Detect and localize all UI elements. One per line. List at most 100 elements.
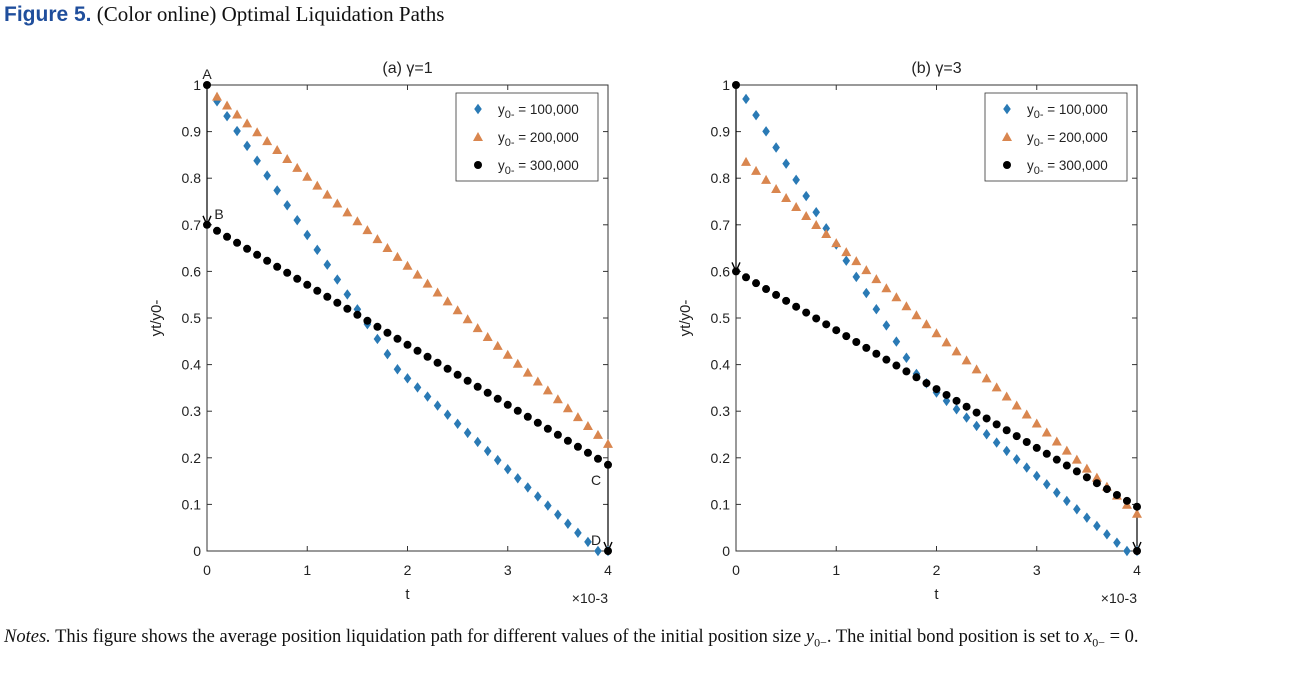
data-point [992, 420, 1001, 429]
data-point-end [1133, 547, 1141, 555]
data-point [263, 256, 272, 265]
data-point [851, 256, 862, 266]
data-point [272, 145, 283, 155]
data-point [992, 437, 1001, 448]
x-tick-label: 3 [504, 562, 512, 578]
data-point [522, 367, 533, 377]
data-point [512, 358, 523, 368]
data-point [253, 155, 261, 166]
data-point [841, 247, 852, 257]
x-tick-label: 4 [604, 562, 612, 578]
data-point [982, 429, 991, 440]
data-point [951, 346, 962, 356]
data-point [333, 298, 342, 307]
data-point [393, 364, 402, 375]
data-point [852, 337, 861, 346]
data-point [822, 320, 831, 329]
data-point [762, 285, 771, 294]
data-point [1022, 462, 1031, 473]
data-point [1091, 472, 1102, 482]
data-point [502, 349, 513, 359]
data-point [1072, 467, 1081, 476]
data-point [872, 304, 881, 315]
data-point [1062, 461, 1071, 470]
data-point [382, 242, 393, 252]
data-point [862, 343, 871, 352]
chart-panel-1: 0 1 2 3 4 0 0.1 0.2 0.3 0.4 0.5 0.6 0.7 0.8 0.9 1 (a) γ=… [148, 60, 613, 606]
data-point [564, 518, 572, 529]
y-tick-label: 0.5 [182, 310, 202, 326]
y-tick-label: 0.9 [711, 124, 731, 140]
legend-marker [1003, 103, 1011, 115]
y-tick-label: 0 [722, 543, 730, 559]
data-point [931, 328, 942, 338]
data-point [433, 358, 442, 367]
data-point [741, 156, 752, 166]
data-point [791, 201, 802, 211]
legend-label: y0- = 100,000 [498, 102, 579, 121]
data-point [761, 174, 772, 184]
series-2 [741, 156, 1142, 518]
x-exponent-label: ×10-3 [572, 590, 608, 606]
data-point [901, 301, 912, 311]
data-point [742, 273, 751, 282]
legend-label: y0- = 300,000 [498, 158, 579, 177]
data-point [1102, 485, 1111, 494]
y-tick-label: 0.8 [182, 170, 202, 186]
legend-label: y0- = 300,000 [1027, 158, 1108, 177]
data-point [782, 158, 790, 169]
data-point [892, 361, 901, 370]
data-point [781, 192, 792, 202]
chart-title: (a) γ=1 [382, 60, 432, 77]
data-point [242, 118, 253, 128]
data-point [513, 473, 522, 484]
data-point [881, 283, 892, 293]
notes-text-1: This figure shows the average position l… [55, 627, 802, 647]
data-point [1002, 445, 1011, 457]
data-point [1032, 470, 1041, 482]
data-point [1002, 426, 1011, 435]
data-point [1051, 436, 1062, 446]
data-point [373, 333, 382, 345]
x-tick-label: 3 [1033, 562, 1041, 578]
y-tick-label: 0.1 [182, 496, 202, 512]
data-point [492, 340, 503, 350]
data-point [1042, 449, 1051, 458]
data-point [462, 314, 473, 324]
data-point [453, 418, 462, 429]
data-point [1071, 454, 1082, 464]
data-point [751, 165, 762, 175]
data-point [891, 292, 902, 302]
data-point [373, 322, 382, 331]
data-point [563, 436, 572, 445]
data-point [213, 226, 222, 235]
figure-title: (Color online) Optimal Liquidation Paths [96, 2, 445, 26]
data-point [1133, 502, 1141, 511]
notes-var-2: x0− [1083, 627, 1105, 650]
data-point [922, 379, 931, 388]
data-point [412, 269, 423, 279]
data-point [293, 214, 302, 226]
data-point [252, 127, 263, 137]
data-point [732, 267, 740, 276]
x-axis-label: t [934, 586, 939, 603]
data-point [422, 278, 433, 288]
data-point [542, 385, 553, 395]
data-point [233, 125, 241, 137]
data-point [482, 331, 493, 341]
series-1 [213, 96, 612, 557]
data-point [503, 400, 512, 409]
data-point [573, 442, 582, 451]
data-point [472, 323, 483, 333]
data-point [562, 403, 573, 413]
data-point [443, 364, 452, 373]
data-point [553, 430, 562, 439]
data-point [433, 400, 442, 411]
data-point [802, 190, 810, 202]
data-point [363, 316, 372, 325]
annotation-d: D [591, 532, 601, 548]
data-point [962, 402, 971, 411]
data-point [372, 234, 383, 244]
data-point [544, 500, 552, 511]
data-point [821, 229, 832, 239]
